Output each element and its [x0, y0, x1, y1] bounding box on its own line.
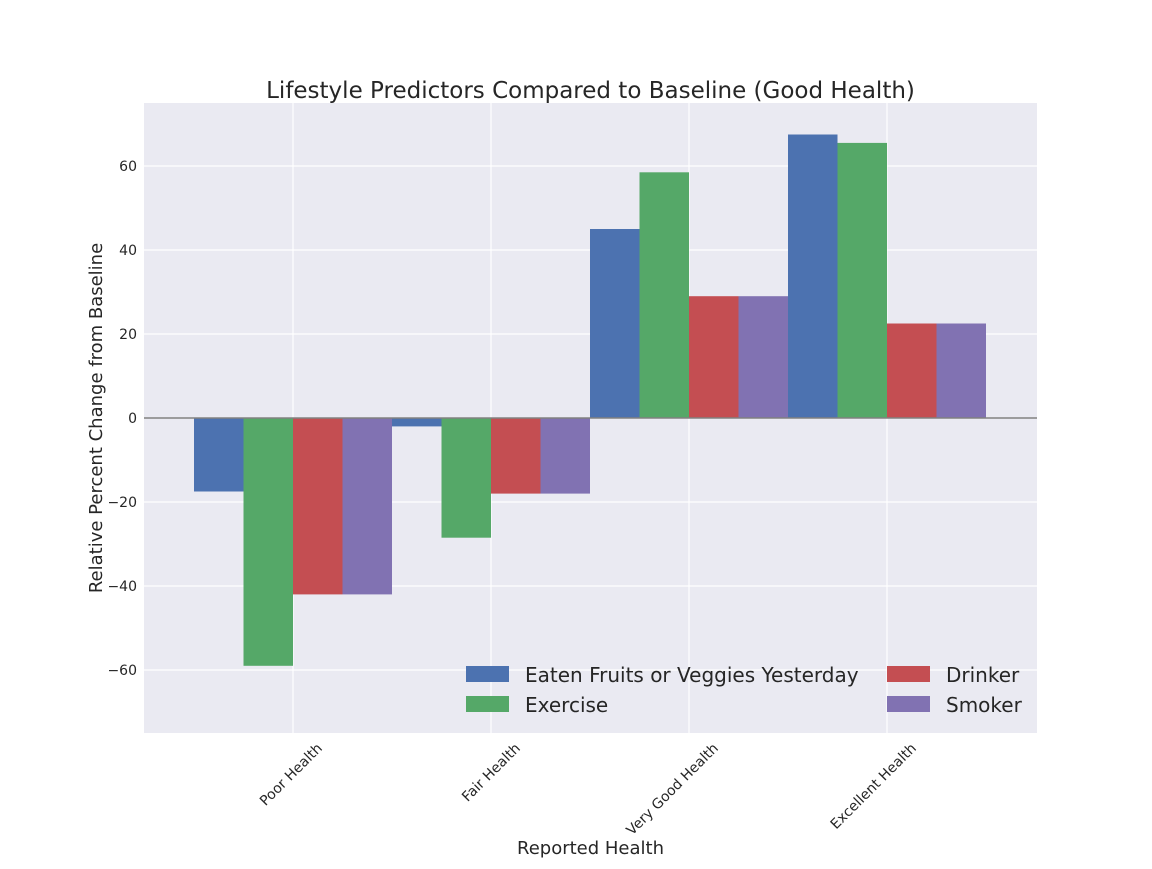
x-tick-labels: Poor Health Fair Health Very Good Health Ex…: [257, 741, 920, 839]
y-tick-label: −20: [107, 495, 137, 511]
legend-swatch: [887, 696, 930, 712]
y-tick-label: 40: [119, 243, 137, 259]
chart-title: Lifestyle Predictors Compared to Baselin…: [266, 78, 915, 104]
bar: [590, 229, 640, 418]
y-tick-label: −40: [107, 579, 137, 595]
bar: [194, 418, 244, 492]
bar: [293, 418, 343, 595]
legend-label: Smoker: [946, 693, 1023, 717]
y-tick-label: 0: [128, 411, 137, 427]
bar: [788, 134, 838, 418]
x-axis-label: Reported Health: [517, 838, 664, 859]
y-axis-label: Relative Percent Change from Baseline: [86, 243, 107, 593]
x-tick-label: Poor Health: [257, 741, 326, 810]
bar: [491, 418, 541, 494]
x-tick-label: Very Good Health: [624, 741, 722, 839]
legend-swatch: [466, 696, 509, 712]
bar: [540, 418, 590, 494]
legend-label: Exercise: [525, 693, 608, 717]
legend-swatch: [887, 666, 930, 682]
x-tick-label: Fair Health: [459, 741, 524, 806]
legend-swatch: [466, 666, 509, 682]
bar: [243, 418, 293, 666]
bar: [639, 172, 689, 418]
bar: [936, 323, 986, 418]
y-tick-label: 20: [119, 327, 137, 343]
bar: [342, 418, 392, 595]
bar: [837, 142, 887, 418]
x-tick-label: Excellent Health: [828, 741, 920, 833]
legend: Eaten Fruits or Veggies Yesterday Exercis…: [466, 663, 1023, 717]
legend-label: Drinker: [946, 663, 1020, 687]
bar: [887, 323, 937, 418]
bar: [738, 296, 788, 418]
bar: [392, 418, 442, 427]
bar: [441, 418, 491, 538]
y-tick-label: 60: [119, 159, 137, 175]
bar: [689, 296, 739, 418]
y-tick-labels: −60 −40 −20 0 20 40 60: [107, 159, 137, 679]
y-tick-label: −60: [107, 663, 137, 679]
bars: [194, 134, 986, 666]
legend-label: Eaten Fruits or Veggies Yesterday: [525, 663, 859, 687]
